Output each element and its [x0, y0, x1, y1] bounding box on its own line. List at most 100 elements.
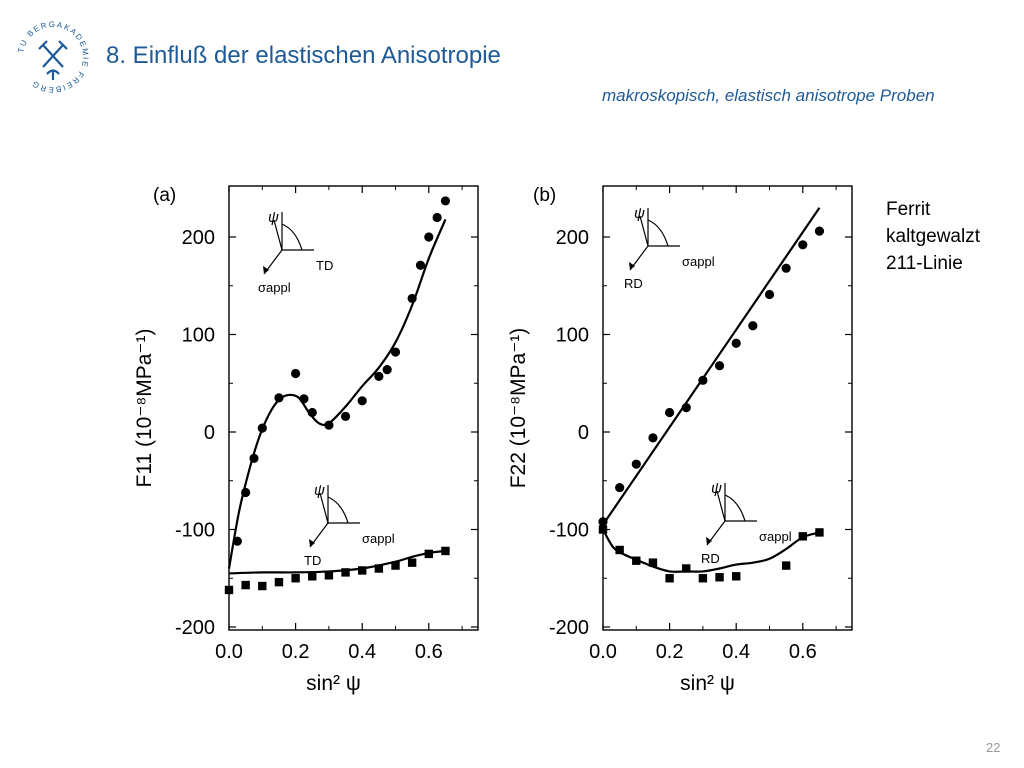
y-tick-label: 0: [204, 422, 215, 444]
data-point-square: [308, 572, 317, 581]
sketch-axis: [639, 215, 649, 247]
data-point-square: [615, 545, 624, 555]
side-note-line: kaltgewalzt: [886, 226, 980, 247]
series-line: [227, 219, 447, 569]
y-tick-label: 100: [182, 325, 215, 347]
arrowhead-icon: [706, 537, 712, 545]
data-point-square: [291, 574, 300, 583]
orientation-sketch: ψ σappl TD: [304, 482, 395, 568]
data-point-circle: [648, 433, 658, 443]
data-point-square: [241, 580, 250, 590]
x-tick-label: 0.2: [656, 641, 684, 663]
data-point-square: [391, 561, 400, 570]
data-point-circle: [781, 263, 791, 273]
x-tick-label: 0.4: [722, 641, 750, 663]
sketch-label-psi: ψ: [268, 209, 279, 226]
data-point-square: [224, 585, 234, 595]
data-point-circle: [440, 196, 451, 206]
arrowhead-icon: [263, 266, 269, 274]
data-point-square: [665, 574, 674, 583]
panel-label: (b): [533, 185, 556, 206]
data-point-square: [715, 573, 724, 582]
data-point-square: [341, 568, 350, 577]
data-point-square: [698, 574, 708, 583]
y-tick-label: -200: [175, 617, 215, 639]
x-tick-label: 0.0: [215, 641, 243, 663]
series-line: [602, 528, 820, 573]
data-point-square: [358, 566, 367, 575]
x-tick-label: 0.0: [589, 641, 617, 663]
orientation-sketch: ψ TD σappl: [258, 209, 333, 295]
data-point-circle: [424, 232, 434, 242]
data-point-circle: [274, 393, 284, 403]
x-tick-label: 0.6: [415, 641, 443, 663]
side-note-line: 211-Linie: [886, 253, 963, 274]
data-point-circle: [390, 347, 401, 357]
sketch-arc: [327, 496, 349, 524]
data-point-circle: [714, 361, 725, 371]
y-axis-label: F22 (10⁻⁸MPa⁻¹): [507, 328, 530, 489]
y-tick-label: 0: [578, 422, 589, 444]
data-point-circle: [357, 396, 367, 406]
data-point-square: [324, 571, 334, 580]
x-axis-label: sin² ψ: [306, 672, 361, 695]
sketch-axis: [319, 492, 329, 524]
plot-frame: [228, 185, 479, 631]
data-point-circle: [291, 368, 301, 379]
slide-subtitle: makroskopisch, elastisch anisotrope Prob…: [602, 86, 935, 105]
data-point-square: [374, 564, 384, 573]
chart-panel: 0.0 0.2 0.4 0.6 -200 -100 0 100 200(b) sin² ψ F22 …: [507, 185, 853, 695]
data-point-circle: [814, 226, 825, 236]
sketch-label: σappl: [759, 529, 792, 544]
series-line: [228, 549, 446, 575]
data-point-circle: [798, 240, 808, 250]
sketch-axis: [716, 490, 726, 522]
data-point-circle: [615, 482, 625, 493]
data-point-square: [682, 564, 691, 573]
chart-panel: 0.0 0.2 0.4 0.6 -200 -100 0 100 200 (a) sin² ψ F11 …: [133, 185, 479, 695]
data-point-square: [258, 581, 267, 591]
data-point-circle: [432, 212, 442, 223]
data-point-square: [732, 572, 741, 581]
sketch-label: σappl: [258, 280, 291, 295]
series-line: [602, 207, 821, 526]
plot-frame: [602, 185, 853, 631]
hammer-pick-icon: [38, 40, 68, 80]
y-tick-label: -200: [549, 617, 589, 639]
sketch-label-psi: ψ: [634, 205, 645, 222]
y-tick-label: 200: [556, 227, 589, 249]
x-tick-label: 0.6: [789, 641, 817, 663]
data-point-circle: [631, 459, 641, 469]
sketch-label-psi: ψ: [314, 482, 325, 499]
arrowhead-icon: [309, 539, 315, 547]
y-tick-label: -100: [175, 520, 215, 542]
orientation-sketch: ψ σappl RD: [624, 205, 715, 291]
sketch-label: RD: [701, 551, 720, 566]
page-number: 22: [986, 740, 1001, 755]
panel-label: (a): [153, 185, 176, 206]
data-point-square: [407, 558, 417, 567]
sketch-label: TD: [316, 258, 333, 273]
data-point-circle: [382, 365, 392, 375]
sketch-label: TD: [304, 553, 321, 568]
sketch-arc: [281, 223, 303, 251]
data-point-circle: [374, 371, 384, 382]
sketch-label: RD: [624, 276, 643, 291]
slide-title: 8. Einfluß der elastischen Anisotropie: [106, 42, 501, 69]
data-point-circle: [748, 321, 758, 331]
university-logo: TU BERGAKADEMIE FREIBERG: [16, 20, 88, 94]
side-note-line: Ferrit: [886, 199, 931, 220]
y-axis-label: F11 (10⁻⁸MPa⁻¹): [133, 328, 156, 487]
y-tick-label: -100: [549, 520, 589, 542]
sketch-axis: [273, 219, 283, 251]
sketch-arc: [724, 494, 746, 522]
y-tick-label: 100: [556, 325, 589, 347]
sketch-label: σappl: [362, 531, 395, 546]
sketch-label-psi: ψ: [711, 480, 722, 497]
data-point-circle: [764, 289, 775, 300]
side-note: Ferrit kaltgewalzt 211-Linie: [886, 196, 980, 277]
sketch-arc: [647, 219, 669, 247]
data-point-circle: [415, 260, 426, 270]
orientation-sketch: ψ σappl RD: [701, 480, 792, 566]
